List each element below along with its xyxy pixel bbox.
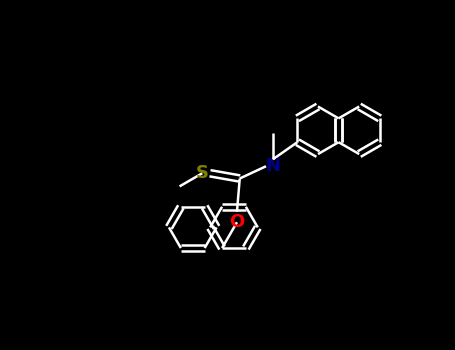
Text: N: N [266,156,280,175]
Text: O: O [229,213,245,231]
Text: S: S [196,163,209,182]
